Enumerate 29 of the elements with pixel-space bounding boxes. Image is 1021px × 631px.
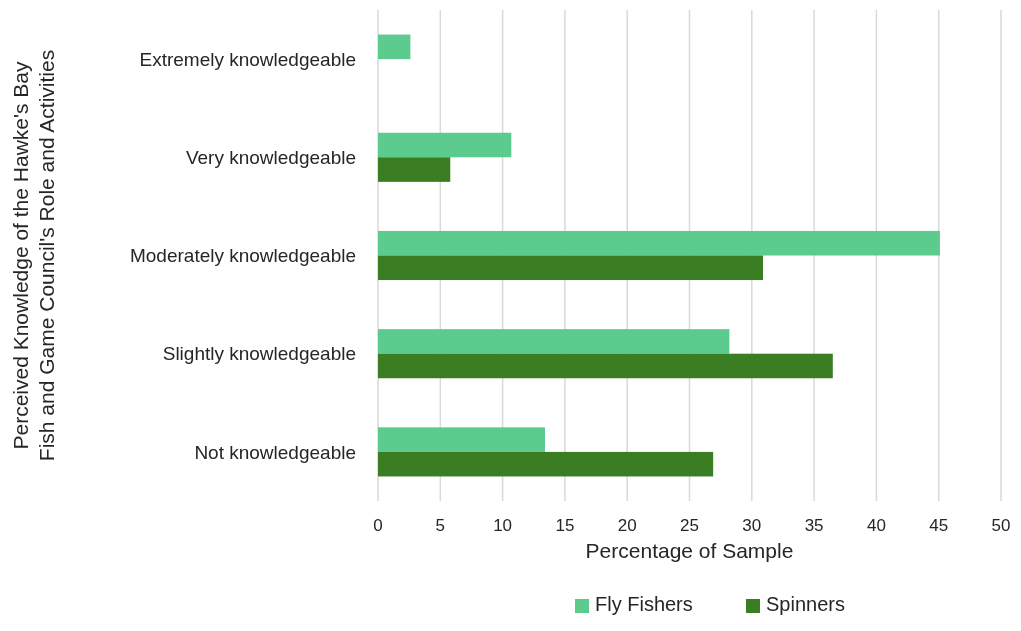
bar	[378, 34, 411, 60]
y-tick-label: Slightly knowledgeable	[162, 343, 356, 365]
bar	[378, 353, 833, 379]
x-tick-label: 25	[680, 516, 699, 535]
x-tick-label: 5	[435, 516, 446, 535]
bar	[378, 157, 451, 182]
bar	[378, 132, 512, 158]
x-axis-title: Percentage of Sample	[585, 539, 794, 562]
bar	[378, 427, 545, 452]
x-tick-label: 35	[804, 516, 824, 535]
legend-label: Fly Fishers	[595, 593, 693, 615]
x-tick-label: 10	[493, 516, 513, 535]
bar	[378, 255, 764, 281]
x-tick-label: 20	[617, 516, 637, 535]
y-tick-label: Not knowledgeable	[194, 441, 356, 463]
x-tick-label: 30	[742, 516, 762, 535]
bar	[378, 230, 940, 256]
x-tick-label: 45	[929, 516, 949, 535]
x-tick-label: 40	[866, 516, 886, 535]
y-tick-label: Moderately knowledgeable	[129, 245, 356, 267]
y-axis-title: Perceived Knowledge of the Hawke's Bay Fish and Game Council's Role and Activities	[9, 49, 58, 462]
x-tick-label: 0	[373, 516, 383, 535]
legend-label: Spinners	[766, 593, 845, 615]
x-tick-label: 15	[555, 516, 575, 535]
y-tick-label: Very knowledgeable	[185, 146, 356, 168]
y-tick-label: Extremely knowledgeable	[139, 48, 356, 70]
bar	[378, 329, 730, 354]
bar	[378, 451, 714, 477]
x-tick-label: 50	[991, 516, 1011, 535]
